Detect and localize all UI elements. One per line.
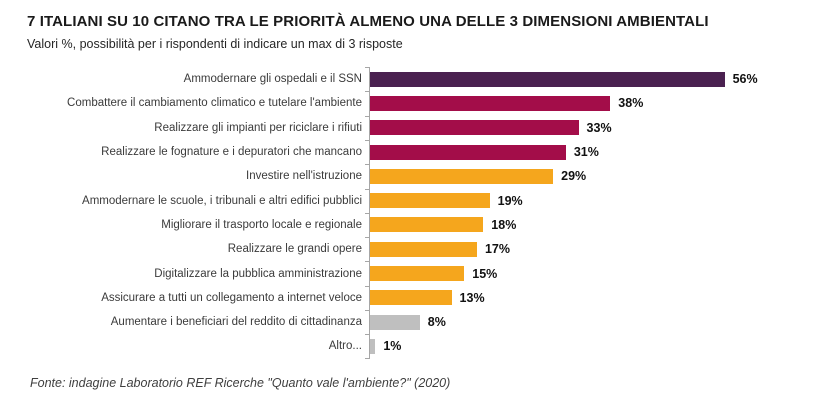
value-label: 8%	[427, 315, 446, 330]
value-label: 17%	[484, 242, 510, 257]
bar-label: Digitalizzare la pubblica amministrazion…	[154, 267, 362, 280]
bar	[369, 314, 420, 330]
axis-tick	[365, 261, 369, 263]
bar	[369, 95, 611, 111]
bar	[369, 266, 465, 282]
bar-track: 56%	[369, 71, 813, 87]
bar-label: Realizzare gli impianti per riciclare i …	[154, 121, 362, 134]
value-label: 33%	[586, 120, 612, 135]
bar	[369, 144, 566, 160]
bar	[369, 217, 484, 233]
value-label: 1%	[383, 339, 402, 354]
axis-tick	[365, 164, 369, 166]
bar-label: Realizzare le fognature e i depuratori c…	[101, 146, 362, 159]
bar-label: Assicurare a tutti un collegamento a int…	[101, 291, 362, 304]
bar-track: 8%	[369, 314, 813, 330]
value-label: 13%	[459, 290, 485, 305]
axis-tick	[365, 91, 369, 93]
axis-tick	[365, 237, 369, 239]
bar-label: Realizzare le grandi opere	[227, 243, 362, 256]
bar-row: Altro... 1%	[0, 334, 813, 358]
bar-label: Combattere il cambiamento climatico e tu…	[67, 97, 362, 110]
bar	[369, 168, 554, 184]
bar-track: 19%	[369, 193, 813, 209]
page-title: 7 ITALIANI SU 10 CITANO TRA LE PRIORITÀ …	[27, 13, 709, 30]
value-label: 19%	[497, 193, 523, 208]
bar	[369, 241, 477, 257]
value-label: 15%	[472, 266, 498, 281]
bar-row: Realizzare gli impianti per riciclare i …	[0, 116, 813, 140]
axis-line	[369, 67, 370, 359]
value-label: 56%	[732, 72, 758, 87]
bar-track: 1%	[369, 338, 813, 354]
bar	[369, 120, 579, 136]
bar-label: Ammodernare le scuole, i tribunali e alt…	[82, 194, 362, 207]
chart-header: 7 ITALIANI SU 10 CITANO TRA LE PRIORITÀ …	[0, 0, 813, 51]
value-label: 18%	[491, 217, 517, 232]
bar-track: 17%	[369, 241, 813, 257]
bar-label: Altro...	[328, 340, 362, 353]
bar	[369, 290, 452, 306]
bar-row: Realizzare le fognature e i depuratori c…	[0, 140, 813, 164]
bar-row: Ammodernare gli ospedali e il SSN 56%	[0, 67, 813, 91]
bar-row: Investire nell'istruzione 29%	[0, 164, 813, 188]
bar-row: Combattere il cambiamento climatico e tu…	[0, 91, 813, 115]
bar-row: Aumentare i beneficiari del reddito di c…	[0, 310, 813, 334]
bar-track: 33%	[369, 120, 813, 136]
bar	[369, 71, 725, 87]
bar-row: Realizzare le grandi opere 17%	[0, 237, 813, 261]
source-note: Fonte: indagine Laboratorio REF Ricerche…	[30, 375, 451, 390]
axis-tick	[365, 188, 369, 190]
axis-tick	[365, 212, 369, 214]
bar-track: 18%	[369, 217, 813, 233]
bar-label: Investire nell'istruzione	[246, 170, 362, 183]
axis-tick	[365, 139, 369, 141]
bar-track: 29%	[369, 168, 813, 184]
bar	[369, 193, 490, 209]
axis-tick	[365, 67, 369, 68]
bar-row: Assicurare a tutti un collegamento a int…	[0, 286, 813, 310]
axis-tick	[365, 285, 369, 287]
axis-tick	[365, 115, 369, 117]
value-label: 31%	[573, 145, 599, 160]
bar-track: 31%	[369, 144, 813, 160]
bar-label: Migliorare il trasporto locale e regiona…	[161, 218, 362, 231]
bar-track: 13%	[369, 290, 813, 306]
value-label: 38%	[618, 96, 644, 111]
page-subtitle: Valori %, possibilità per i rispondenti …	[27, 37, 403, 51]
bar-row: Migliorare il trasporto locale e regiona…	[0, 213, 813, 237]
axis-tick	[365, 334, 369, 336]
bar-chart: Ammodernare gli ospedali e il SSN 56% Comb…	[0, 67, 813, 359]
bar-track: 38%	[369, 95, 813, 111]
bar-row: Ammodernare le scuole, i tribunali e alt…	[0, 188, 813, 212]
axis-tick	[365, 310, 369, 311]
bar-row: Digitalizzare la pubblica amministrazion…	[0, 261, 813, 285]
bar-label: Aumentare i beneficiari del reddito di c…	[110, 316, 362, 329]
value-label: 29%	[561, 169, 587, 184]
bar-label: Ammodernare gli ospedali e il SSN	[183, 73, 362, 86]
axis-tick	[365, 357, 369, 359]
bar-track: 15%	[369, 266, 813, 282]
bar	[369, 338, 376, 354]
